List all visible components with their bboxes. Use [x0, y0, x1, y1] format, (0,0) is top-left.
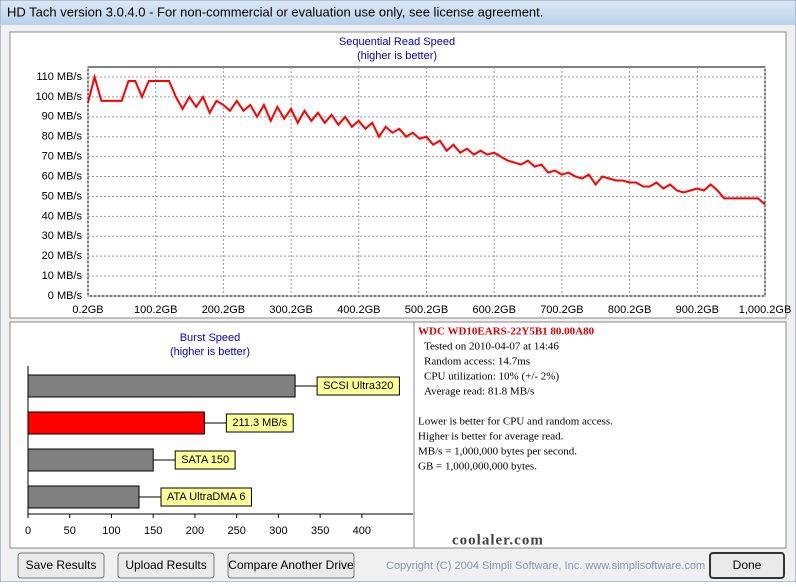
bar — [27, 411, 205, 435]
y-tick-label: 110 MB/s — [36, 71, 82, 83]
x-tick-label: 500.2GB — [405, 304, 448, 316]
bar-label: ATA UltraDMA 6 — [167, 491, 245, 503]
info-panel — [413, 321, 787, 549]
bar-label: 211.3 MB/s — [232, 417, 287, 429]
y-tick-label: 0 MB/s — [48, 290, 83, 302]
button[interactable] — [709, 552, 785, 579]
x-tick-label: 0 — [25, 525, 31, 537]
chart-subtitle: (higher is better) — [170, 346, 250, 358]
button[interactable] — [17, 552, 105, 579]
y-tick-label: 60 MB/s — [42, 170, 83, 182]
y-tick-label: 70 MB/s — [42, 151, 83, 163]
info-stat: CPU utilization: 10% (+/- 2%) — [424, 371, 559, 383]
button-label[interactable]: Upload Results — [125, 558, 206, 572]
x-tick-label: 900.2GB — [676, 304, 719, 316]
bar — [27, 448, 154, 472]
info-note: MB/s = 1,000,000 bytes per second. — [418, 446, 577, 458]
burst-panel — [9, 321, 415, 549]
info-note: Higher is better for average read. — [418, 431, 564, 443]
info-note: Lower is better for CPU and random acces… — [418, 416, 613, 428]
info-note: GB = 1,000,000,000 bytes. — [418, 461, 537, 473]
read-panel — [9, 31, 787, 319]
bar-label: SATA 150 — [181, 454, 229, 466]
x-tick-label: 800.2GB — [608, 304, 651, 316]
button[interactable] — [117, 552, 215, 579]
y-tick-label: 40 MB/s — [42, 210, 83, 222]
bar-label: SCSI Ultra320 — [323, 380, 393, 392]
y-tick-label: 30 MB/s — [42, 230, 83, 242]
y-tick-label: 50 MB/s — [42, 190, 83, 202]
x-tick-label: 600.2GB — [472, 304, 515, 316]
x-tick-label: 300.2GB — [269, 304, 312, 316]
y-tick-label: 10 MB/s — [42, 270, 83, 282]
info-stat: Random access: 14.7ms — [424, 356, 530, 368]
button[interactable] — [227, 552, 355, 579]
button-label[interactable]: Compare Another Drive — [228, 558, 354, 572]
chart-title: Burst Speed — [180, 332, 241, 344]
y-tick-label: 90 MB/s — [42, 111, 83, 123]
x-tick-label: 0.2GB — [72, 304, 103, 316]
copyright: Copyright (C) 2004 Simpli Software, Inc.… — [386, 560, 705, 572]
x-tick-label: 250 — [227, 525, 245, 537]
x-tick-label: 150 — [144, 525, 162, 537]
x-tick-label: 300 — [269, 525, 287, 537]
bar — [27, 485, 140, 509]
y-tick-label: 80 MB/s — [42, 131, 83, 143]
x-tick-label: 200 — [186, 525, 204, 537]
window-title: HD Tach version 3.0.4.0 - For non-commer… — [7, 4, 543, 19]
title-bar — [1, 1, 795, 25]
bar — [27, 374, 296, 398]
x-tick-label: 700.2GB — [540, 304, 583, 316]
drive-name: WDC WD10EARS-22Y5B1 80.00A80 — [418, 326, 595, 338]
chart-title: Sequential Read Speed — [339, 36, 455, 48]
x-tick-label: 400.2GB — [337, 304, 380, 316]
y-tick-label: 100 MB/s — [36, 91, 83, 103]
x-tick-label: 100 — [102, 525, 120, 537]
info-stat: Tested on 2010-04-07 at 14:46 — [424, 341, 559, 353]
x-tick-label: 350 — [311, 525, 329, 537]
read-line — [86, 73, 766, 206]
x-tick-label: 200.2GB — [202, 304, 245, 316]
info-stat: Average read: 81.8 MB/s — [424, 386, 534, 398]
x-tick-label: 400 — [353, 525, 371, 537]
x-tick-label: 100.2GB — [134, 304, 177, 316]
chart-subtitle: (higher is better) — [357, 50, 437, 62]
y-tick-label: 20 MB/s — [42, 250, 83, 262]
button-label[interactable]: Done — [733, 558, 762, 572]
x-tick-label: 50 — [64, 525, 76, 537]
x-tick-label: 1,000.2GB — [739, 304, 792, 316]
watermark: coolaler.com — [452, 532, 544, 548]
button-label[interactable]: Save Results — [26, 558, 97, 572]
